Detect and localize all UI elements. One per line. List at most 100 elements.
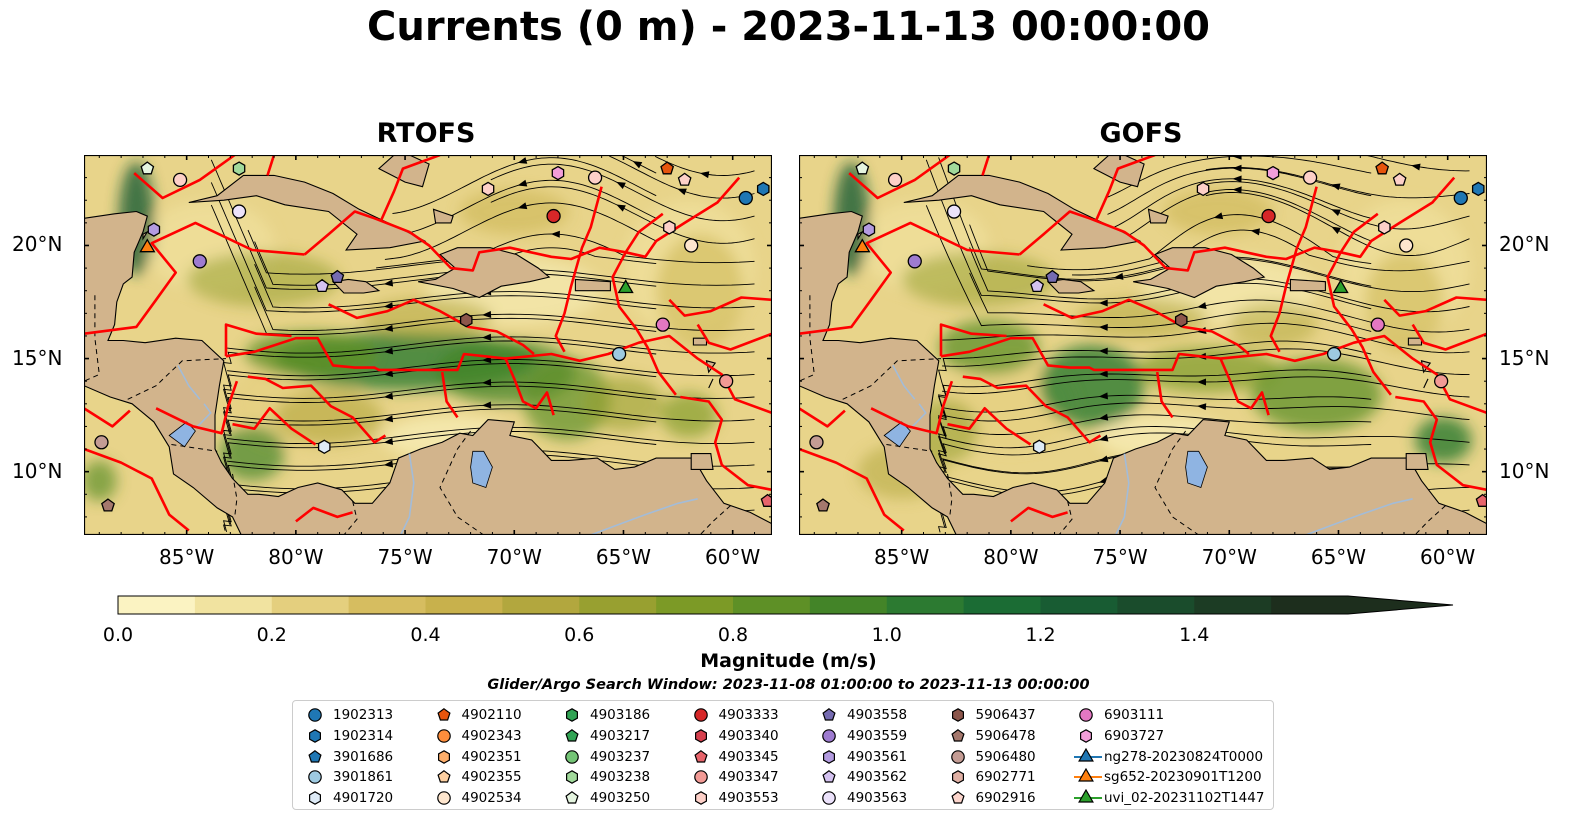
eez-line bbox=[1219, 358, 1270, 416]
streamline-arrow bbox=[383, 460, 394, 468]
legend-item-label: 4903559 bbox=[847, 727, 908, 744]
argo-float-marker bbox=[855, 161, 870, 175]
argo-float-marker bbox=[677, 172, 692, 186]
eez-line bbox=[939, 323, 1007, 357]
figure-title: Currents (0 m) - 2023-11-13 00:00:00 bbox=[367, 4, 1210, 50]
streamline-arrow bbox=[1098, 434, 1109, 442]
lon-tick-label: 80°W bbox=[268, 545, 324, 569]
search-window-text: Glider/Argo Search Window: 2023-11-08 01… bbox=[487, 677, 1090, 693]
streamline-arrow bbox=[1250, 228, 1260, 236]
land bbox=[84, 155, 772, 535]
legend-marker-icon bbox=[565, 749, 579, 764]
argo-float-marker bbox=[231, 204, 247, 219]
legend-marker-icon bbox=[308, 708, 322, 722]
eez-line bbox=[225, 334, 772, 415]
legend-marker-icon bbox=[693, 770, 708, 785]
argo-float-marker bbox=[684, 238, 699, 253]
streamline-arrow bbox=[482, 333, 492, 341]
argo-float-marker bbox=[1453, 190, 1468, 206]
lake bbox=[1185, 450, 1208, 489]
eez-line bbox=[1411, 323, 1487, 351]
legend-marker-icon bbox=[951, 770, 964, 785]
legend-marker-icon bbox=[1074, 789, 1102, 803]
colorbar-segment bbox=[271, 596, 350, 614]
legend-marker-icon bbox=[1074, 747, 1102, 762]
eez-line bbox=[799, 447, 905, 532]
argo-float-marker bbox=[854, 238, 871, 253]
colorbar-tick-label: 1.0 bbox=[871, 624, 902, 646]
speed-patch bbox=[1251, 358, 1383, 431]
river bbox=[1114, 453, 1130, 535]
landmass-bahamas bbox=[341, 155, 430, 188]
lon-tick-label: 60°W bbox=[705, 545, 761, 569]
country-border bbox=[699, 505, 731, 535]
streamline-arrow bbox=[1232, 175, 1242, 183]
streamline-arrow bbox=[1411, 163, 1421, 171]
argo-float-marker bbox=[587, 170, 603, 185]
streamline-arrow bbox=[1232, 164, 1242, 172]
colorbar-segment bbox=[348, 596, 426, 614]
legend-item-label: 4901720 bbox=[333, 790, 394, 807]
legend-marker-icon bbox=[1079, 708, 1093, 722]
streamline-arrow bbox=[383, 302, 394, 310]
legend-item-label: 4902351 bbox=[461, 748, 522, 765]
legend-marker-icon bbox=[693, 708, 708, 722]
eez-line bbox=[1094, 155, 1156, 222]
argo-float-marker bbox=[718, 374, 734, 389]
eez-line bbox=[84, 221, 305, 335]
streamline-arrow bbox=[482, 378, 492, 386]
river bbox=[399, 453, 415, 535]
streamline-arrow bbox=[550, 230, 560, 238]
streamline-arrow bbox=[616, 204, 626, 212]
colorbar-tick-label: 1.4 bbox=[1179, 624, 1210, 646]
speed-patch bbox=[584, 376, 663, 431]
legend-marker-icon bbox=[822, 770, 836, 783]
river bbox=[1305, 498, 1413, 535]
eez-line bbox=[379, 155, 441, 222]
legend-item-label: ng278-20230824T0000 bbox=[1104, 748, 1264, 765]
argo-float-marker bbox=[139, 238, 156, 253]
speed-patch bbox=[1076, 297, 1208, 339]
colorbar-segment bbox=[194, 596, 273, 614]
lat-tick-label: 15°N bbox=[12, 345, 63, 370]
lat-tick-label: 10°N bbox=[1499, 458, 1550, 483]
eez-line bbox=[328, 298, 535, 356]
river bbox=[177, 365, 201, 400]
legend-item-label: 4903553 bbox=[718, 790, 779, 807]
legend-item-label: 5906480 bbox=[975, 748, 1036, 765]
colorbar-tick-label: 0.0 bbox=[102, 624, 134, 646]
legend-item-label: 1902314 bbox=[333, 727, 394, 744]
eez-line bbox=[1010, 506, 1068, 523]
legend-item-label: 4903563 bbox=[847, 790, 908, 807]
legend-marker-icon bbox=[950, 791, 965, 804]
legend-marker-icon bbox=[565, 708, 578, 722]
speed-patch bbox=[459, 188, 569, 235]
eez-line bbox=[1269, 186, 1318, 353]
speed-patch bbox=[1163, 188, 1273, 235]
streamline-arrow bbox=[1331, 226, 1341, 235]
panel-title-gofs: GOFS bbox=[1099, 118, 1183, 149]
argo-float-marker bbox=[1174, 312, 1188, 328]
river bbox=[197, 403, 212, 427]
legend-marker-icon bbox=[565, 728, 579, 742]
landmass-lesser3 bbox=[1423, 378, 1429, 389]
lake bbox=[470, 450, 493, 489]
argo-float-marker bbox=[738, 190, 753, 206]
argo-float-marker bbox=[481, 181, 495, 197]
legend-item-label: 6903111 bbox=[1104, 707, 1165, 723]
argo-float-marker bbox=[1045, 269, 1060, 284]
eez-line bbox=[848, 155, 951, 200]
eez-line bbox=[1326, 212, 1392, 396]
legend-item-label: 4902534 bbox=[461, 790, 522, 807]
landmass-lesser1 bbox=[692, 337, 708, 346]
streamline-arrow bbox=[383, 392, 394, 400]
legend-marker-icon bbox=[436, 791, 451, 805]
legend-item-label: 4902355 bbox=[461, 769, 522, 786]
speed-patch bbox=[361, 297, 493, 339]
legend-marker-icon bbox=[822, 728, 836, 743]
streamline-arrow bbox=[677, 188, 687, 196]
streamline-arrow bbox=[1213, 212, 1224, 220]
streamline-arrow bbox=[383, 324, 394, 332]
argo-float-marker bbox=[1471, 181, 1485, 197]
legend-item-label: 4903217 bbox=[590, 727, 651, 744]
